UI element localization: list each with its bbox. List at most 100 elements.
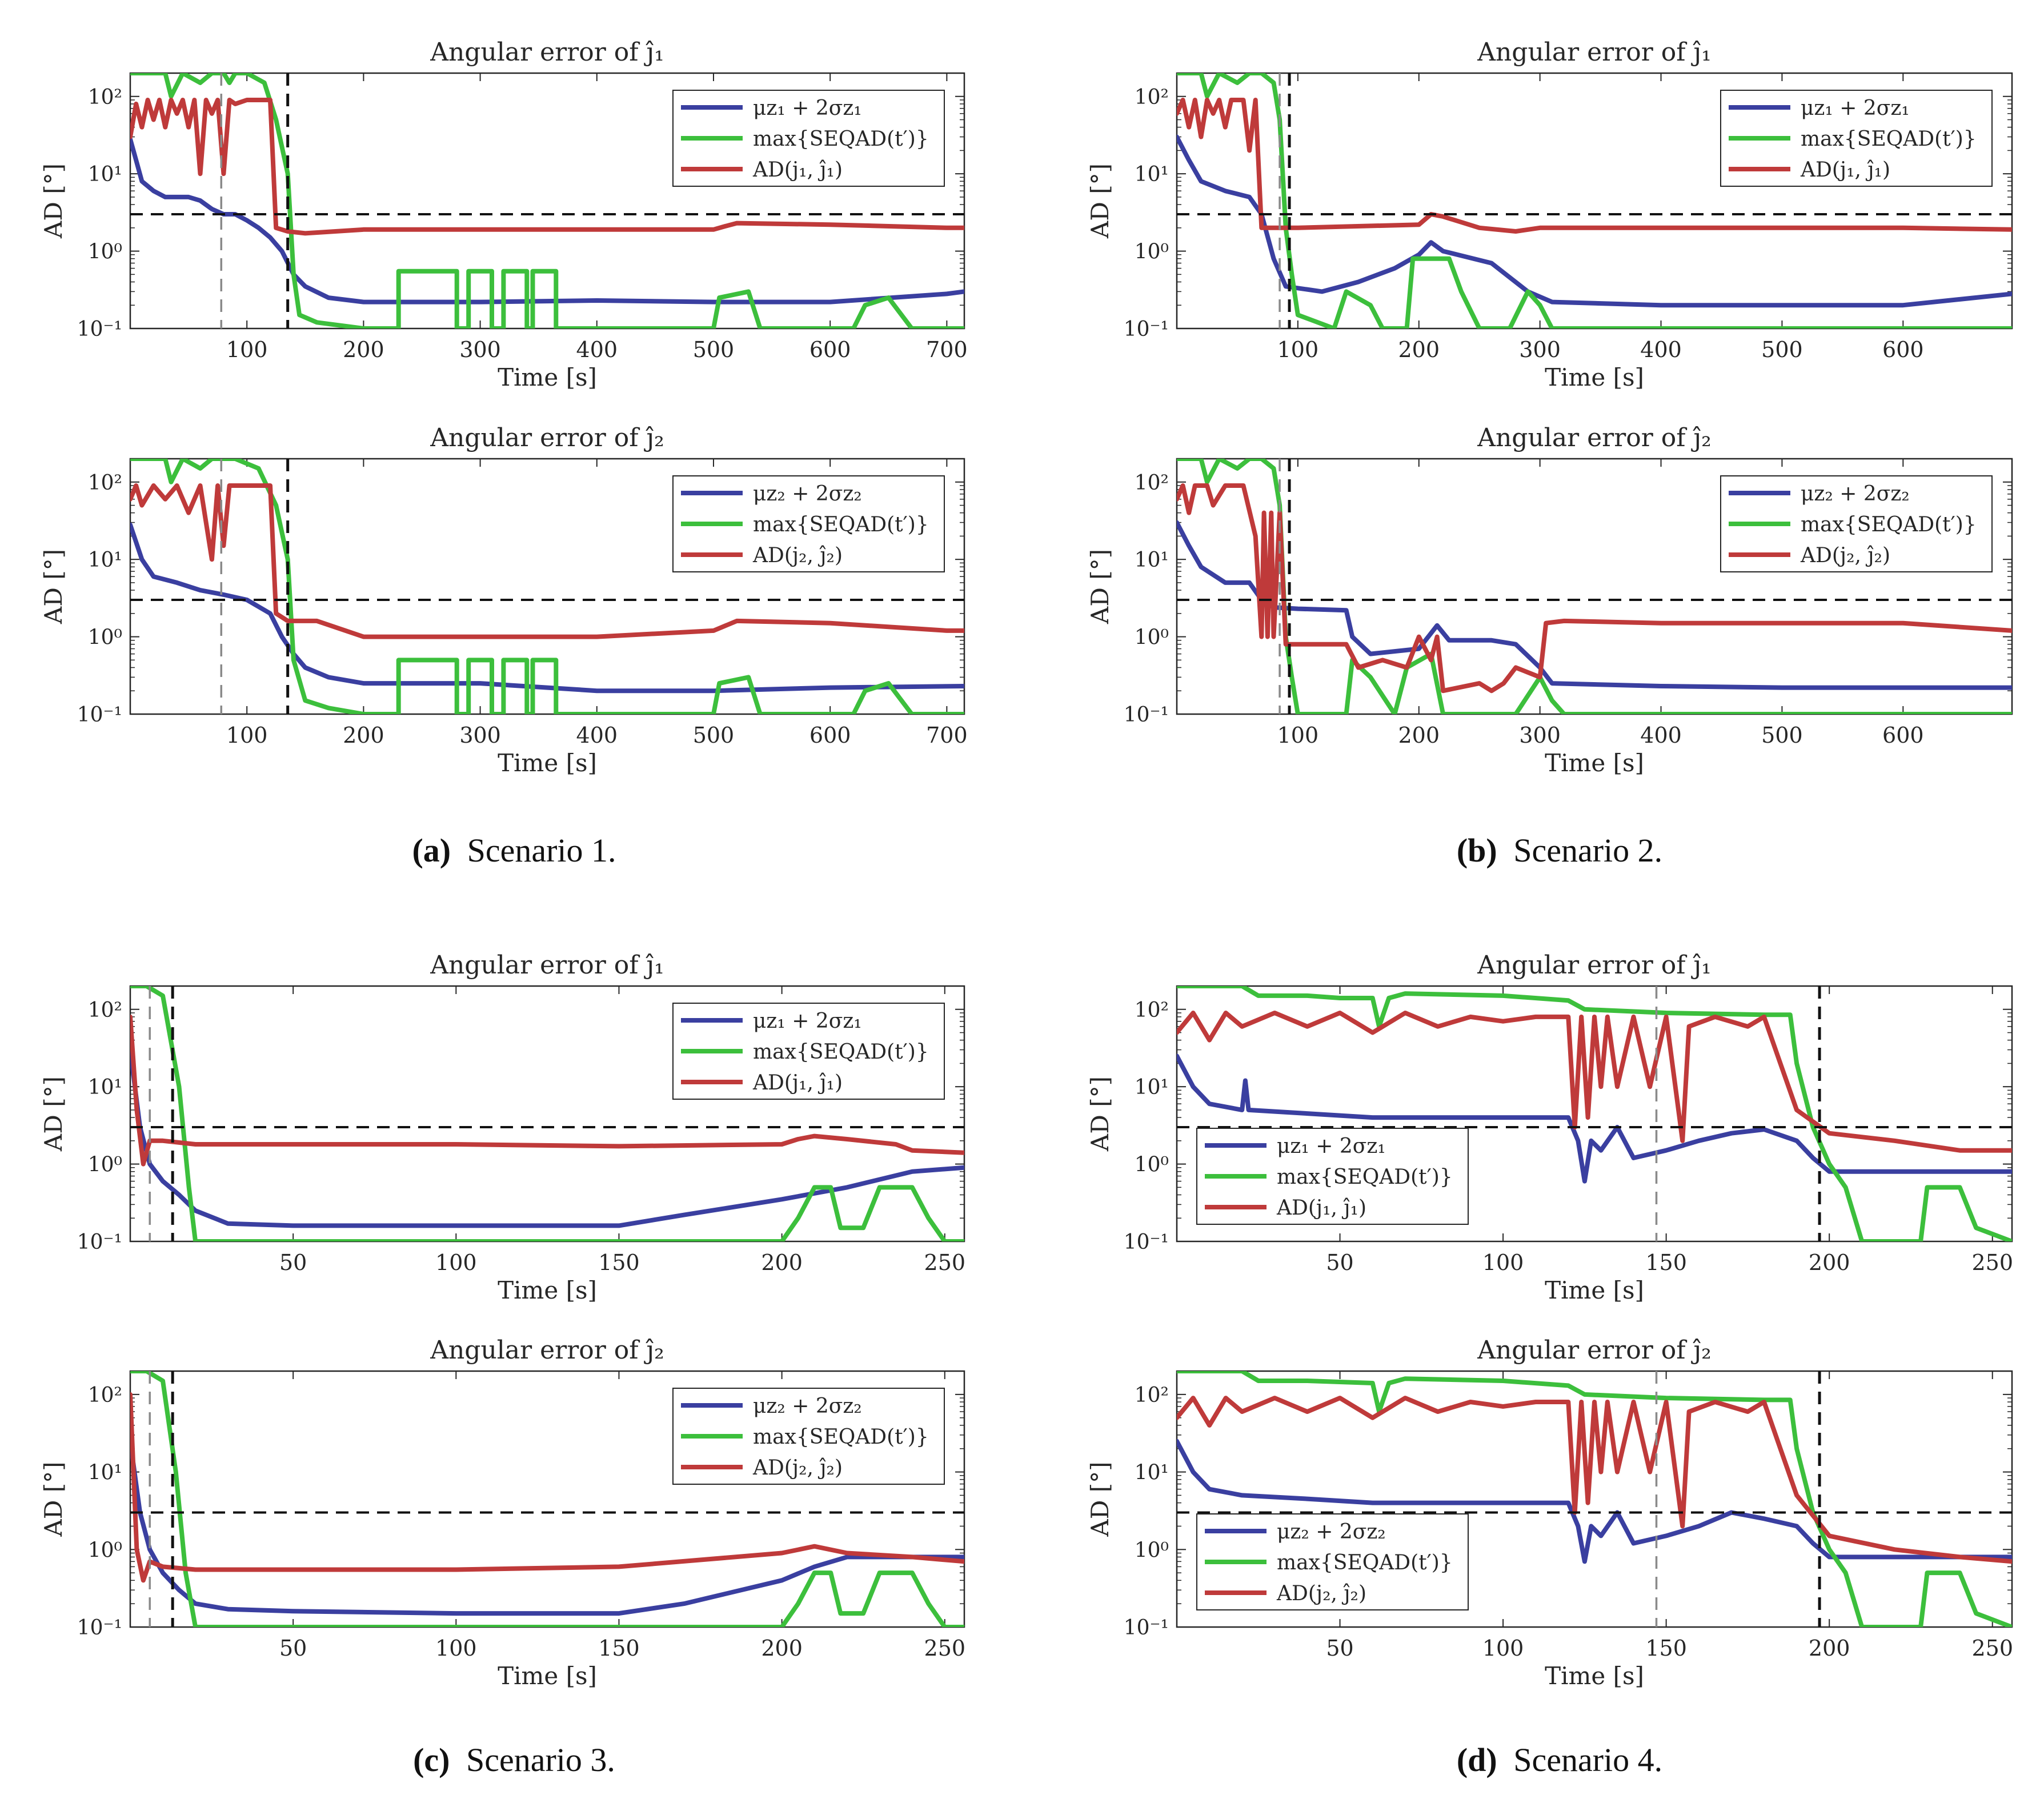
chart-a-j2: Angular error of ĵ₂ 100 200 300 400 500 600 700… bbox=[39, 423, 968, 777]
x-tick-label: 300 bbox=[1519, 723, 1561, 748]
y-tick-label: 10⁰ bbox=[1135, 241, 1169, 264]
caption-d-label: (d) bbox=[1457, 1741, 1497, 1778]
legend: μz₁ + 2σz₁ max{SEQAD(t′)} AD(j₁, ĵ₁) bbox=[1196, 1128, 1469, 1225]
chart-d-j2: Angular error of ĵ₂ 50 100 150 200 250 10⁻¹ 10⁰… bbox=[1086, 1336, 2013, 1690]
x-tick-label: 700 bbox=[926, 723, 968, 748]
y-axis-label: AD [°] bbox=[1086, 163, 1114, 239]
y-tick-label: 10¹ bbox=[1135, 163, 1169, 186]
plot-data bbox=[1177, 1371, 2012, 1627]
x-tick-label: 200 bbox=[343, 723, 384, 748]
x-tick-label: 150 bbox=[1645, 1636, 1687, 1661]
x-tick-label: 400 bbox=[1640, 337, 1682, 362]
y-tick-label: 10⁰ bbox=[88, 626, 122, 650]
x-axis-label: Time [s] bbox=[498, 363, 597, 391]
y-axis-label: AD [°] bbox=[39, 1461, 67, 1537]
x-tick-label: 500 bbox=[1761, 337, 1803, 362]
y-tick-label: 10⁻¹ bbox=[1124, 1231, 1169, 1254]
y-tick-label: 10¹ bbox=[88, 1461, 122, 1485]
plot-data bbox=[130, 73, 964, 328]
chart-c-j1: Angular error of ĵ₁ 50 100 150 200 250 10⁻¹ 10⁰… bbox=[39, 951, 965, 1304]
y-tick-label: 10² bbox=[88, 86, 122, 109]
legend-label-red: AD(j₁, ĵ₁) bbox=[1800, 158, 1890, 182]
series-red-line bbox=[130, 98, 964, 236]
series-green-line bbox=[130, 986, 964, 1241]
x-axis-label: Time [s] bbox=[1545, 749, 1644, 777]
chart-title: Angular error of ĵ₁ bbox=[430, 951, 664, 980]
y-tick-label: 10⁰ bbox=[88, 1538, 122, 1562]
y-tick-label: 10⁰ bbox=[1135, 1538, 1169, 1562]
x-axis-label: Time [s] bbox=[1545, 363, 1644, 391]
series-red-line bbox=[1177, 1396, 2012, 1564]
y-tick-label: 10² bbox=[1135, 86, 1169, 109]
y-tick-label: 10¹ bbox=[1135, 548, 1169, 572]
x-tick-label: 600 bbox=[1882, 337, 1924, 362]
plot-data bbox=[130, 1371, 964, 1627]
y-tick-label: 10⁰ bbox=[1135, 1153, 1169, 1177]
plot-data bbox=[1177, 73, 2012, 328]
series-green-line bbox=[130, 459, 964, 714]
legend-label-green: max{SEQAD(t′)} bbox=[1801, 513, 1977, 536]
x-axis-label: Time [s] bbox=[1545, 1276, 1644, 1304]
chart-title: Angular error of ĵ₂ bbox=[1477, 423, 1712, 452]
x-tick-label: 200 bbox=[343, 337, 384, 362]
x-tick-label: 300 bbox=[459, 723, 501, 748]
caption-b: (b) Scenario 2. bbox=[1457, 832, 1662, 869]
x-axis-label: Time [s] bbox=[498, 1662, 597, 1690]
caption-d-text: Scenario 4. bbox=[1513, 1741, 1662, 1778]
legend-label-blue: μz₂ + 2σz₂ bbox=[1801, 482, 1910, 506]
series-red-line bbox=[1177, 483, 2012, 694]
x-tick-label: 200 bbox=[761, 1250, 803, 1275]
x-tick-label: 600 bbox=[809, 337, 851, 362]
x-axis-label: Time [s] bbox=[1545, 1662, 1644, 1690]
x-axis-label: Time [s] bbox=[498, 1276, 597, 1304]
legend-label-blue: μz₁ + 2σz₁ bbox=[753, 97, 862, 120]
y-tick-label: 10⁻¹ bbox=[1124, 1616, 1169, 1640]
y-tick-label: 10¹ bbox=[88, 548, 122, 572]
legend-label-green: max{SEQAD(t′)} bbox=[753, 1425, 929, 1449]
y-tick-label: 10² bbox=[1135, 1384, 1169, 1407]
x-tick-label: 600 bbox=[809, 723, 851, 748]
legend: μz₁ + 2σz₁ max{SEQAD(t′)} AD(j₁, ĵ₁) bbox=[672, 90, 945, 187]
legend: μz₂ + 2σz₂ max{SEQAD(t′)} AD(j₂, ĵ₂) bbox=[1196, 1513, 1469, 1610]
series-green-line bbox=[1177, 986, 2012, 1241]
x-tick-label: 100 bbox=[435, 1250, 477, 1275]
x-tick-label: 100 bbox=[1482, 1636, 1524, 1661]
y-tick-label: 10² bbox=[88, 471, 122, 495]
caption-d: (d) Scenario 4. bbox=[1457, 1741, 1662, 1778]
legend: μz₂ + 2σz₂ max{SEQAD(t′)} AD(j₂, ĵ₂) bbox=[672, 1388, 945, 1485]
x-tick-label: 200 bbox=[1398, 723, 1440, 748]
x-tick-label: 100 bbox=[1482, 1250, 1524, 1275]
x-tick-label: 200 bbox=[761, 1636, 803, 1661]
caption-c: (c) Scenario 3. bbox=[413, 1741, 615, 1778]
x-axis-label: Time [s] bbox=[498, 749, 597, 777]
y-tick-label: 10⁻¹ bbox=[77, 318, 122, 341]
y-tick-label: 10¹ bbox=[88, 163, 122, 186]
legend-label-blue: μz₂ + 2σz₂ bbox=[1277, 1520, 1386, 1544]
y-tick-label: 10¹ bbox=[1135, 1076, 1169, 1099]
series-blue-line bbox=[1177, 520, 2012, 690]
legend: μz₂ + 2σz₂ max{SEQAD(t′)} AD(j₂, ĵ₂) bbox=[672, 475, 945, 572]
chart-title: Angular error of ĵ₂ bbox=[1477, 1336, 1712, 1365]
series-green-line bbox=[130, 73, 964, 328]
legend-label-red: AD(j₂, ĵ₂) bbox=[752, 1456, 843, 1480]
legend-label-red: AD(j₂, ĵ₂) bbox=[752, 544, 843, 567]
caption-a-text: Scenario 1. bbox=[467, 832, 616, 869]
legend-label-blue: μz₂ + 2σz₂ bbox=[753, 482, 862, 506]
legend-label-green: max{SEQAD(t′)} bbox=[753, 513, 929, 536]
x-tick-label: 500 bbox=[693, 337, 735, 362]
legend-label-green: max{SEQAD(t′)} bbox=[1801, 127, 1977, 151]
x-tick-label: 250 bbox=[924, 1250, 966, 1275]
y-tick-label: 10⁻¹ bbox=[77, 703, 122, 727]
x-tick-label: 300 bbox=[459, 337, 501, 362]
y-axis-label: AD [°] bbox=[39, 163, 67, 239]
y-tick-label: 10⁻¹ bbox=[77, 1231, 122, 1254]
series-red-line bbox=[130, 483, 964, 639]
x-tick-label: 100 bbox=[226, 723, 268, 748]
y-tick-label: 10⁰ bbox=[88, 1153, 122, 1177]
caption-b-label: (b) bbox=[1457, 832, 1497, 869]
series-green-line bbox=[1177, 1371, 2012, 1627]
chart-b-j2: Angular error of ĵ₂ 100 200 300 400 500 600 10⁻… bbox=[1086, 423, 2013, 777]
chart-b-j1: Angular error of ĵ₁ 100 200 300 400 500 600 10⁻… bbox=[1086, 38, 2013, 391]
series-blue-line bbox=[130, 1047, 964, 1228]
